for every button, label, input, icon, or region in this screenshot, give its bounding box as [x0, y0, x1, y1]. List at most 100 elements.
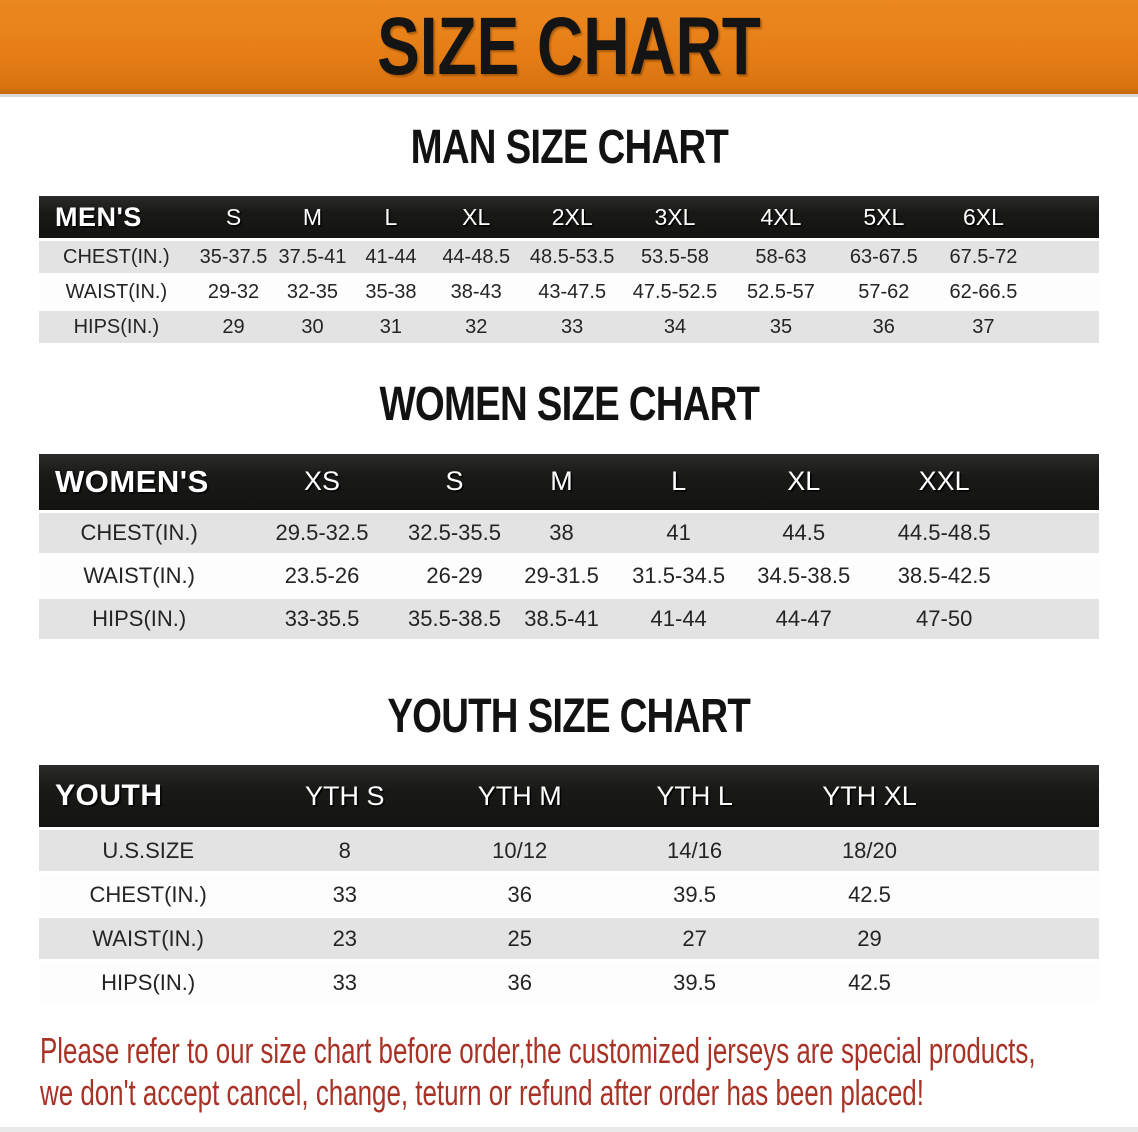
size-column-header: XXL — [868, 453, 1020, 510]
size-column-header: M — [273, 196, 352, 239]
row-filler — [956, 830, 1099, 872]
measurement-value: 25 — [432, 918, 608, 960]
measurement-value: 53.5-58 — [621, 241, 728, 274]
measurement-value: 31 — [351, 311, 431, 344]
size-column-header: YTH L — [607, 765, 783, 828]
measurement-value: 38-43 — [430, 276, 523, 309]
header-filler — [956, 765, 1099, 828]
measurement-value: 48.5-53.5 — [522, 241, 622, 274]
measurement-value: 33 — [257, 962, 433, 1004]
measurement-label: CHEST(IN.) — [39, 241, 194, 274]
youth-size-table: YOUTH YTH S YTH M YTH L YTH XL U.S.SIZE 8 10/12… — [39, 762, 1099, 1006]
measurement-row: HIPS(IN.) 29 30 31 32 33 34 35 36 37 — [39, 311, 1099, 344]
measurement-value: 34 — [621, 311, 728, 344]
size-column-header: YTH M — [432, 765, 608, 828]
measurement-value: 47-50 — [868, 598, 1020, 639]
disclaimer: Please refer to our size chart before or… — [40, 1030, 1138, 1114]
measurement-value: 27 — [607, 918, 783, 960]
measurement-value: 29 — [193, 311, 274, 344]
measurement-value: 39.5 — [607, 874, 783, 916]
measurement-value: 14/16 — [607, 830, 783, 872]
men-size-table: MEN'S S M L XL 2XL 3XL 4XL 5XL 6XL CHEST(IN.) 35-37… — [39, 193, 1099, 346]
measurement-row: CHEST(IN.) 33 36 39.5 42.5 — [39, 874, 1099, 916]
measurement-label: WAIST(IN.) — [39, 555, 240, 596]
disclaimer-line-1: Please refer to our size chart before or… — [40, 1030, 1036, 1072]
measurement-value: 42.5 — [782, 962, 957, 1004]
women-section-title: WOMEN SIZE CHART — [379, 378, 760, 432]
size-column-header: S — [193, 196, 274, 239]
size-column-header: 5XL — [833, 196, 934, 239]
size-column-header: M — [504, 453, 619, 510]
measurement-value: 34.5-38.5 — [738, 555, 869, 596]
measurement-value: 38.5-42.5 — [868, 555, 1020, 596]
measurement-label: CHEST(IN.) — [39, 874, 258, 916]
row-filler — [956, 962, 1099, 1004]
measurement-label: HIPS(IN.) — [39, 311, 194, 344]
measurement-value: 35-37.5 — [193, 241, 274, 274]
measurement-value: 47.5-52.5 — [621, 276, 728, 309]
measurement-value: 29.5-32.5 — [239, 512, 405, 553]
size-header-row: YOUTH YTH S YTH M YTH L YTH XL — [39, 765, 1099, 828]
row-filler — [956, 874, 1099, 916]
header-filler — [1033, 196, 1099, 239]
measurement-row: WAIST(IN.) 29-32 32-35 35-38 38-43 43-47.5 47.… — [39, 276, 1099, 309]
measurement-value: 58-63 — [727, 241, 834, 274]
measurement-value: 62-66.5 — [933, 276, 1034, 309]
size-column-header: 4XL — [727, 196, 834, 239]
size-column-header: S — [404, 453, 505, 510]
measurement-value: 39.5 — [607, 962, 783, 1004]
size-column-header: 2XL — [522, 196, 622, 239]
measurement-value: 36 — [432, 962, 608, 1004]
header-filler — [1019, 453, 1099, 510]
measurement-value: 35 — [727, 311, 834, 344]
measurement-row: U.S.SIZE 8 10/12 14/16 18/20 — [39, 830, 1099, 872]
size-column-header: 3XL — [621, 196, 728, 239]
measurement-value: 41-44 — [351, 241, 431, 274]
measurement-label: CHEST(IN.) — [39, 512, 240, 553]
measurement-value: 43-47.5 — [522, 276, 622, 309]
row-filler — [1033, 276, 1099, 309]
measurement-value: 37 — [933, 311, 1034, 344]
size-column-header: XS — [239, 453, 405, 510]
measurement-label: U.S.SIZE — [39, 830, 258, 872]
row-filler — [1019, 598, 1099, 639]
measurement-value: 67.5-72 — [933, 241, 1034, 274]
measurement-value: 35-38 — [351, 276, 431, 309]
youth-section-title: YOUTH SIZE CHART — [387, 689, 751, 743]
group-label: MEN'S — [39, 196, 194, 239]
measurement-value: 29-31.5 — [504, 555, 619, 596]
measurement-value: 32-35 — [273, 276, 352, 309]
measurement-value: 41-44 — [618, 598, 739, 639]
size-column-header: YTH S — [257, 765, 433, 828]
row-filler — [1033, 241, 1099, 274]
row-filler — [1019, 555, 1099, 596]
measurement-value: 38 — [504, 512, 619, 553]
measurement-value: 18/20 — [782, 830, 957, 872]
measurement-value: 44-48.5 — [430, 241, 523, 274]
measurement-row: CHEST(IN.) 29.5-32.5 32.5-35.5 38 41 44.5 44.5… — [39, 512, 1099, 553]
group-label: WOMEN'S — [39, 453, 240, 510]
measurement-label: WAIST(IN.) — [39, 918, 258, 960]
measurement-value: 63-67.5 — [833, 241, 934, 274]
measurement-row: WAIST(IN.) 23 25 27 29 — [39, 918, 1099, 960]
measurement-value: 29 — [782, 918, 957, 960]
measurement-label: HIPS(IN.) — [39, 962, 258, 1004]
measurement-row: HIPS(IN.) 33-35.5 35.5-38.5 38.5-41 41-44 44-… — [39, 598, 1099, 639]
man-section-title: MAN SIZE CHART — [410, 121, 728, 174]
size-column-header: L — [618, 453, 739, 510]
measurement-value: 29-32 — [193, 276, 274, 309]
measurement-value: 23 — [257, 918, 433, 960]
size-column-header: L — [351, 196, 431, 239]
measurement-value: 42.5 — [782, 874, 957, 916]
banner: SIZE CHART — [0, 0, 1138, 97]
measurement-value: 31.5-34.5 — [618, 555, 739, 596]
measurement-label: HIPS(IN.) — [39, 598, 240, 639]
row-filler — [1019, 512, 1099, 553]
group-label: YOUTH — [39, 765, 258, 828]
size-column-header: YTH XL — [782, 765, 957, 828]
measurement-value: 23.5-26 — [239, 555, 405, 596]
bottom-edge — [0, 1127, 1138, 1132]
measurement-value: 33 — [257, 874, 433, 916]
measurement-value: 32.5-35.5 — [404, 512, 505, 553]
